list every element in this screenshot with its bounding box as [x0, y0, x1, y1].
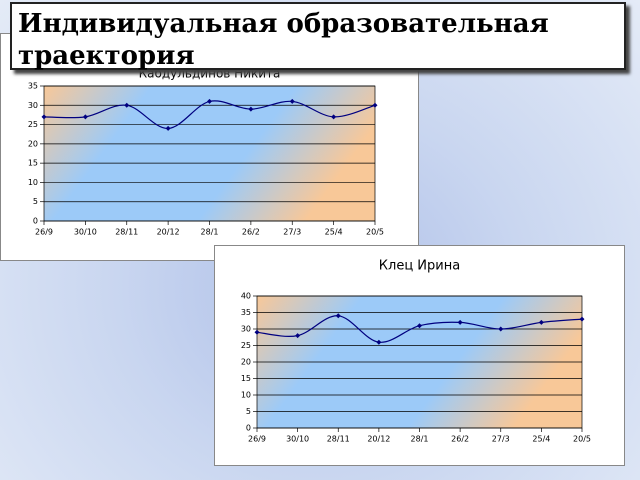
data-point	[417, 323, 422, 329]
y-tick-label: 10	[241, 391, 251, 400]
y-tick-label: 5	[33, 197, 38, 206]
y-tick-label: 0	[33, 217, 38, 226]
y-tick-label: 30	[28, 101, 38, 110]
y-tick-label: 30	[241, 325, 251, 334]
data-point	[254, 329, 260, 335]
data-point	[295, 333, 301, 339]
data-point	[376, 339, 382, 345]
x-tick-label: 27/3	[283, 228, 301, 237]
chart-title: Кабдульдинов Никита	[139, 67, 281, 81]
y-tick-label: 15	[241, 374, 251, 383]
data-point	[335, 313, 341, 319]
y-tick-label: 15	[28, 159, 38, 168]
x-tick-label: 28/1	[201, 228, 219, 237]
y-tick-label: 35	[241, 308, 251, 317]
x-tick-label: 28/1	[411, 435, 429, 444]
data-point	[579, 316, 585, 322]
x-tick-label: 27/3	[492, 435, 510, 444]
x-tick-label: 20/5	[366, 228, 384, 237]
y-tick-label: 20	[28, 139, 38, 148]
data-point	[289, 98, 295, 104]
x-tick-label: 28/11	[115, 228, 138, 237]
x-tick-label: 26/9	[248, 435, 266, 444]
x-tick-label: 25/4	[325, 228, 343, 237]
data-point	[248, 106, 254, 112]
x-tick-label: 25/4	[532, 435, 550, 444]
x-tick-label: 20/12	[157, 228, 180, 237]
x-tick-label: 26/2	[451, 435, 469, 444]
data-point	[498, 326, 504, 332]
y-tick-label: 35	[28, 82, 38, 91]
x-tick-label: 30/10	[74, 228, 97, 237]
x-tick-label: 28/11	[327, 435, 350, 444]
y-tick-label: 10	[28, 178, 38, 187]
y-tick-label: 20	[241, 358, 251, 367]
data-point	[82, 114, 88, 120]
plot-area	[43, 85, 376, 222]
chart-title: Клец Ирина	[379, 259, 460, 274]
y-tick-label: 25	[28, 120, 38, 129]
y-tick-label: 5	[246, 407, 251, 416]
data-point	[41, 114, 47, 120]
x-tick-label: 20/5	[573, 435, 591, 444]
data-point	[207, 98, 212, 104]
y-tick-label: 0	[246, 424, 251, 433]
x-tick-label: 20/12	[367, 435, 390, 444]
slide-title: Индивидуальная образовательная траектори…	[10, 2, 626, 71]
data-point	[538, 319, 544, 325]
x-tick-label: 26/9	[35, 228, 53, 237]
x-tick-label: 26/2	[242, 228, 260, 237]
y-tick-label: 40	[241, 292, 251, 301]
data-point	[165, 125, 171, 131]
data-point	[331, 114, 337, 120]
data-point	[457, 319, 463, 325]
data-point	[372, 102, 378, 108]
x-tick-label: 30/10	[286, 435, 309, 444]
data-point	[124, 102, 130, 108]
y-tick-label: 25	[241, 341, 251, 350]
